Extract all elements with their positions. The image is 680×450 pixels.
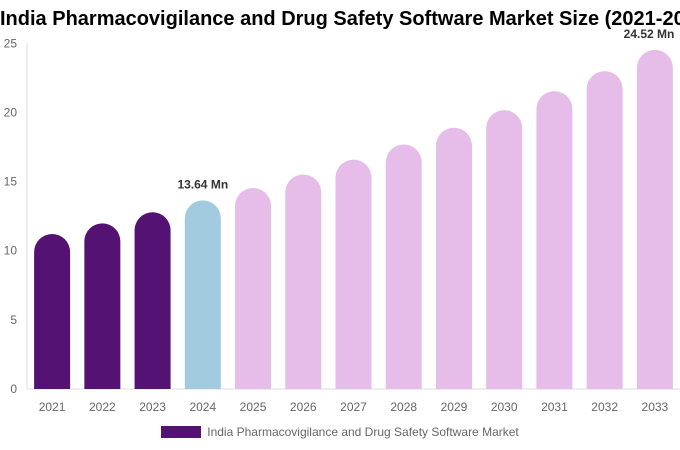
bar-2024 (184, 200, 221, 389)
x-tick-label: 2030 (491, 400, 518, 414)
bar-2021 (34, 233, 71, 389)
y-tick-label: 10 (4, 244, 18, 258)
y-tick-label: 15 (4, 175, 18, 189)
x-tick-label: 2029 (441, 400, 468, 414)
bar-2028 (385, 144, 422, 389)
bar-2025 (235, 187, 272, 389)
x-tick-label: 2022 (89, 400, 116, 414)
chart-title: India Pharmacovigilance and Drug Safety … (0, 8, 680, 30)
x-tick-label: 2025 (240, 400, 267, 414)
x-tick-label: 2031 (541, 400, 568, 414)
x-tick-label: 2028 (390, 400, 417, 414)
data-label-2024: 13.64 Mn (177, 177, 228, 191)
bar-2026 (285, 174, 322, 389)
x-tick-label: 2033 (642, 400, 669, 414)
bar-2030 (486, 110, 523, 389)
bar-2031 (536, 91, 573, 389)
legend-label: India Pharmacovigilance and Drug Safety … (207, 425, 519, 439)
bar-2033 (636, 49, 673, 389)
y-tick-label: 5 (10, 313, 17, 327)
x-tick-label: 2024 (189, 400, 216, 414)
x-tick-label: 2027 (340, 400, 367, 414)
x-tick-label: 2021 (39, 400, 66, 414)
legend-swatch (161, 426, 202, 438)
bar-2027 (335, 159, 372, 389)
bar-2032 (586, 71, 623, 389)
x-tick-label: 2032 (591, 400, 618, 414)
data-label-2033: 24.52 Mn (624, 27, 675, 41)
y-tick-label: 25 (4, 36, 18, 50)
bar-2023 (134, 212, 171, 389)
bar-2022 (84, 223, 121, 389)
bar-2029 (435, 127, 472, 390)
legend: India Pharmacovigilance and Drug Safety … (0, 425, 680, 439)
y-tick-label: 0 (10, 382, 17, 396)
x-tick-label: 2026 (290, 400, 317, 414)
y-tick-label: 20 (4, 105, 18, 119)
x-tick-label: 2023 (139, 400, 166, 414)
